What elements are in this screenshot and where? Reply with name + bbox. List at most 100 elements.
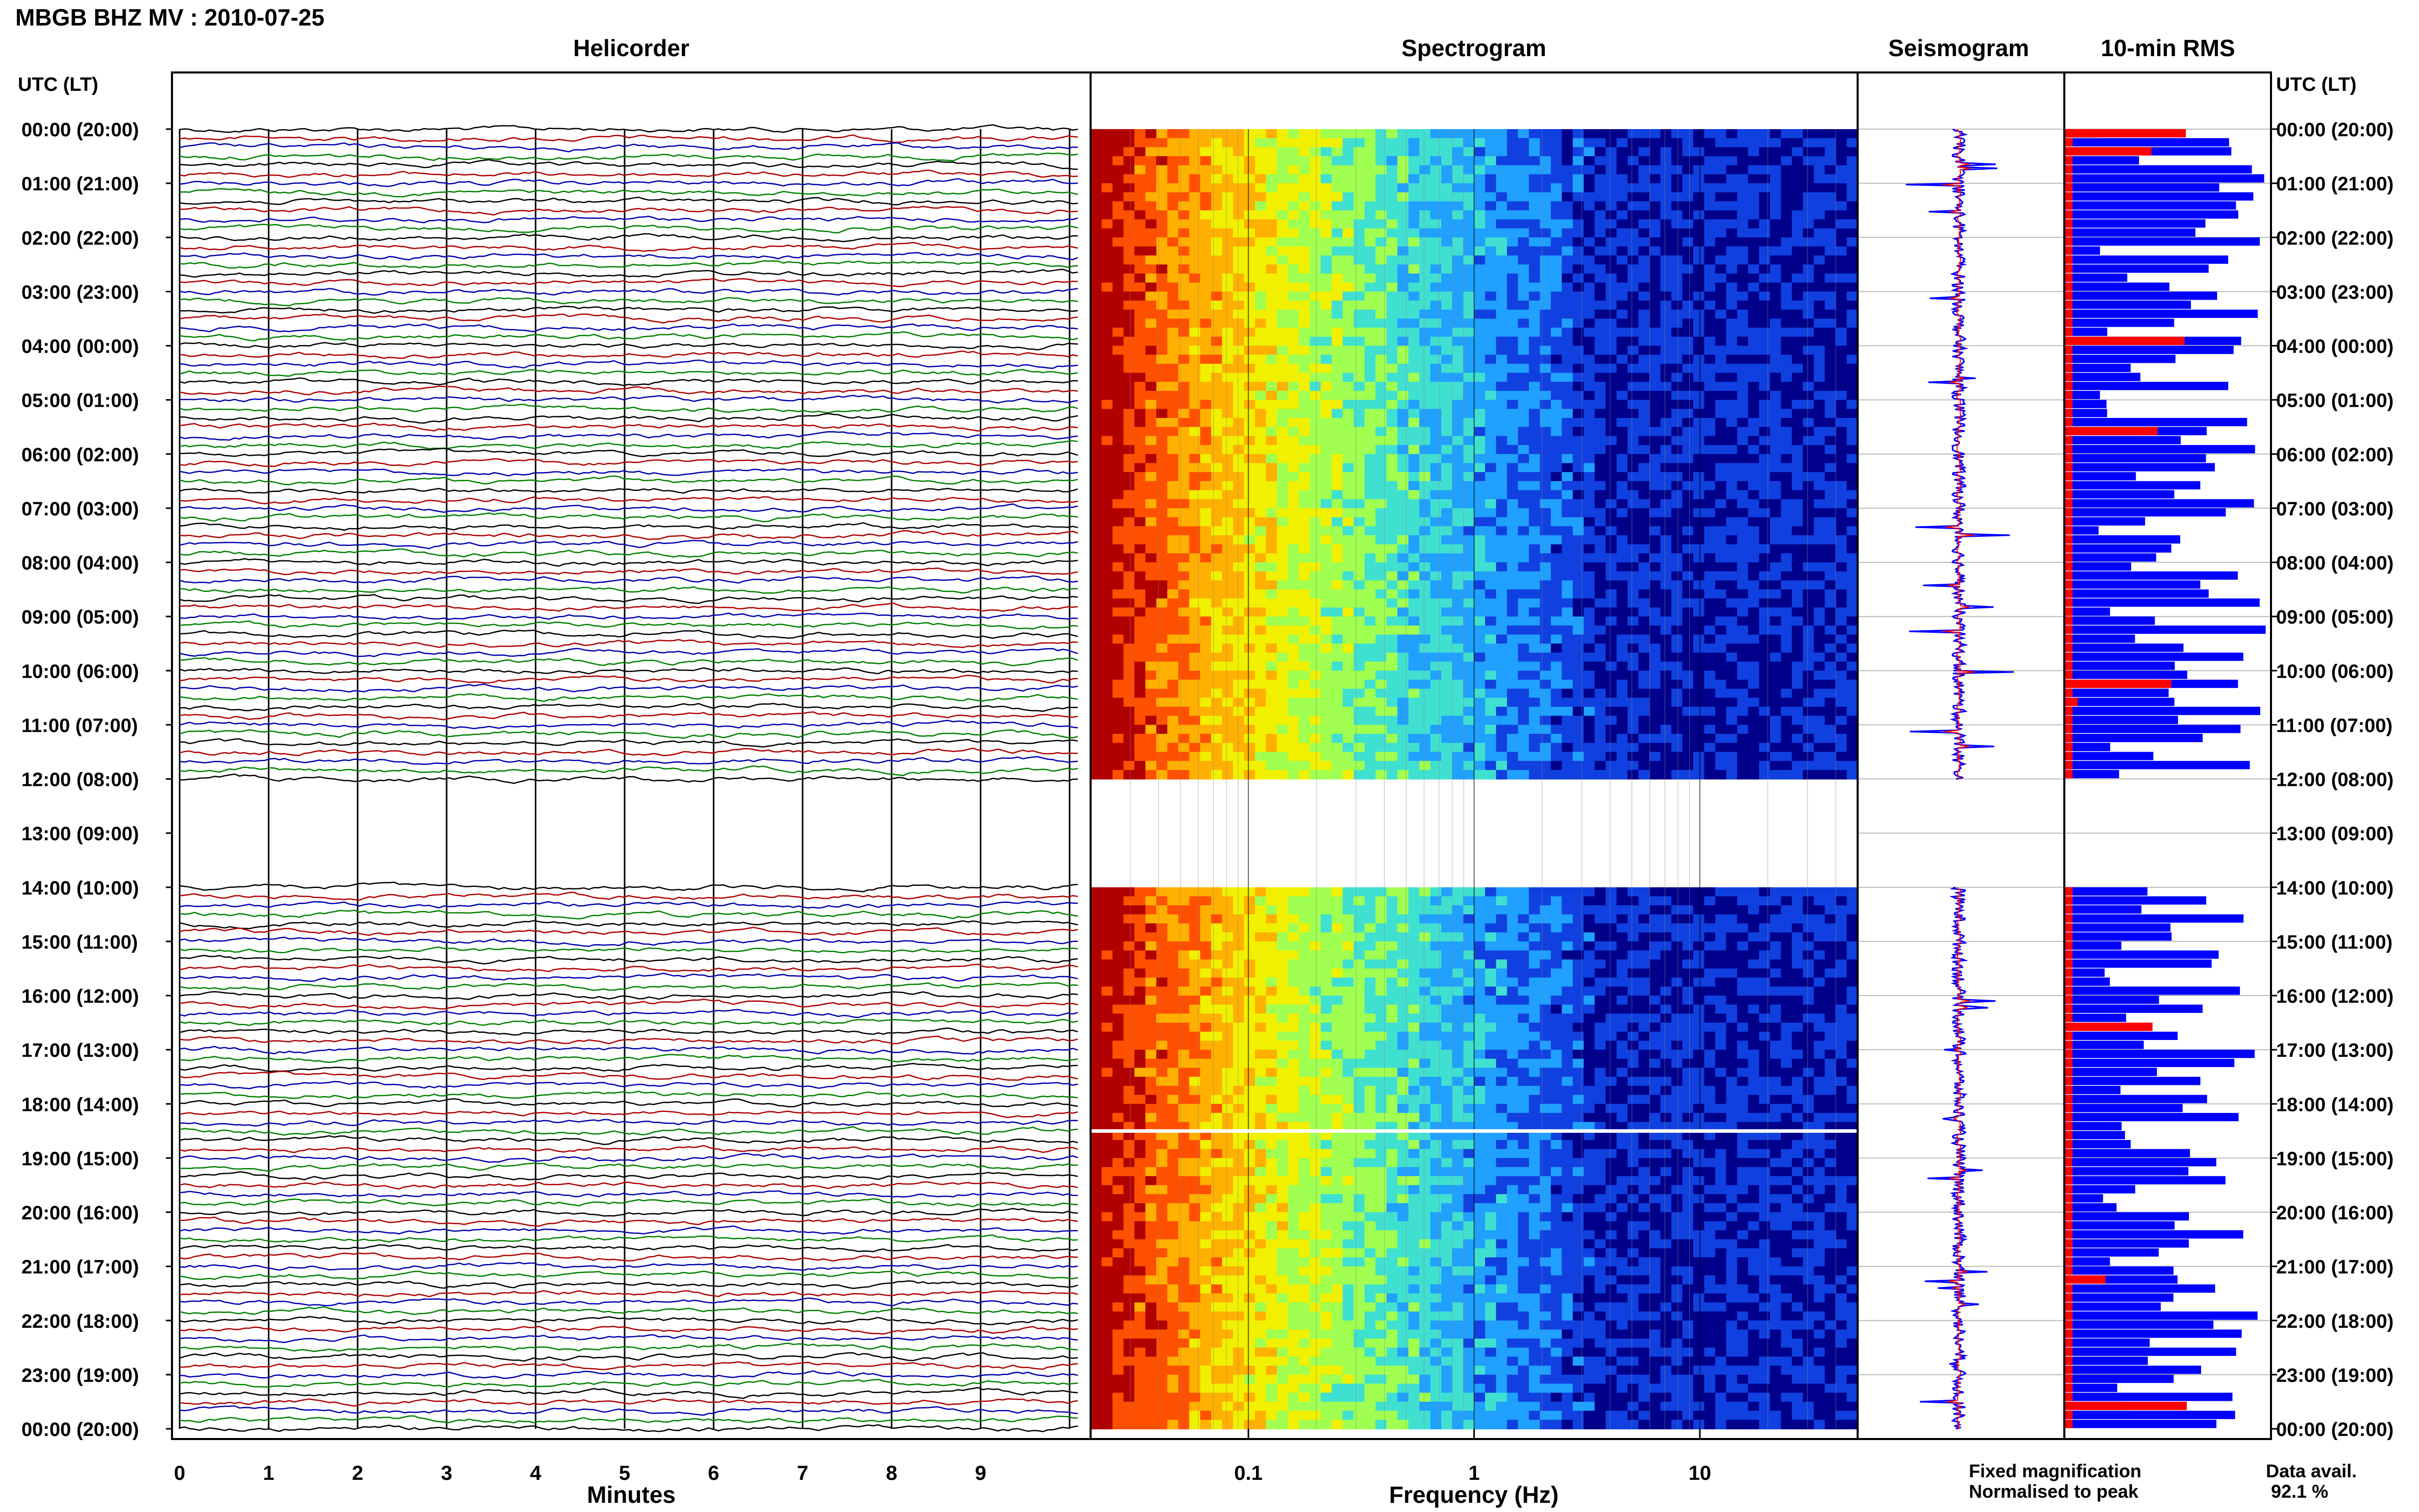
helicorder-trace — [179, 487, 1078, 494]
spectrogram-cell — [1660, 454, 1672, 464]
spectrogram-cell — [1452, 192, 1464, 202]
spectrogram-cell — [1584, 679, 1595, 689]
spectrogram-cell — [1759, 490, 1771, 500]
spectrogram-cell — [1660, 373, 1672, 383]
spectrogram-cell — [1091, 661, 1102, 672]
spectrogram-cell — [1507, 553, 1519, 563]
helicorder-trace — [179, 703, 1078, 712]
spectrogram-cell — [1474, 517, 1486, 527]
spectrogram-cell — [1748, 661, 1760, 672]
spectrogram-cell — [1397, 255, 1409, 265]
spectrogram-cell — [1572, 246, 1585, 256]
spectrogram-cell — [1386, 201, 1398, 211]
spectrogram-cell — [1792, 363, 1804, 374]
spectrogram-cell — [1836, 291, 1847, 302]
spectrogram-cell — [1649, 246, 1661, 256]
spectrogram-cell — [1178, 679, 1190, 689]
spectrogram-cell — [1671, 526, 1683, 536]
spectrogram-cell — [1616, 192, 1628, 202]
spectrogram-cell — [1112, 580, 1124, 590]
spectrogram-cell — [1189, 643, 1201, 653]
spectrogram-cell — [1781, 580, 1793, 590]
spectrogram-cell — [1606, 418, 1617, 428]
spectrogram-cell — [1474, 382, 1486, 391]
spectrogram-cell — [1693, 616, 1705, 626]
spectrogram-cell — [1572, 707, 1585, 716]
spectrogram-cell — [1145, 671, 1157, 680]
spectrogram-cell — [1156, 409, 1168, 418]
spectrogram-cell — [1485, 427, 1497, 437]
spectrogram-cell — [1452, 634, 1464, 645]
spectrogram-cell — [1846, 436, 1858, 446]
spectrogram-cell — [1584, 698, 1595, 707]
spectrogram-cell — [1331, 445, 1343, 455]
spectrogram-cell — [1496, 390, 1508, 401]
spectrogram-cell — [1770, 318, 1782, 329]
spectrogram-cell — [1584, 138, 1595, 148]
spectrogram-cell — [1178, 237, 1190, 247]
spectrogram-cell — [1726, 463, 1738, 473]
spectrogram-cell — [1616, 715, 1628, 726]
spectrogram-cell — [1331, 373, 1343, 383]
spectrogram-cell — [1244, 643, 1256, 653]
spectrogram-cell — [1594, 607, 1607, 617]
spectrogram-cell — [1331, 715, 1343, 726]
spectrogram-cell — [1496, 517, 1508, 527]
spectrogram-cell — [1441, 291, 1453, 302]
spectrogram-cell — [1770, 255, 1782, 265]
spectrogram-cell — [1320, 129, 1332, 139]
spectrogram-cell — [1101, 192, 1113, 202]
spectrogram-cell — [1496, 715, 1508, 726]
spectrogram-cell — [1671, 409, 1683, 418]
spectrogram-cell — [1627, 472, 1639, 482]
spectrogram-cell — [1682, 138, 1694, 148]
spectrogram-cell — [1123, 725, 1135, 735]
spectrogram-cell — [1803, 246, 1815, 256]
spectrogram-cell — [1704, 454, 1716, 464]
spectrogram-cell — [1145, 526, 1157, 536]
spectrogram-cell — [1178, 643, 1190, 653]
spectrogram-cell — [1594, 274, 1607, 283]
spectrogram-cell — [1101, 282, 1113, 292]
spectrogram-cell — [1189, 201, 1201, 211]
spectrogram-cell — [1452, 282, 1464, 292]
spectrogram-cell — [1562, 183, 1573, 193]
spectrogram-cell — [1474, 688, 1486, 699]
spectrogram-cell — [1528, 390, 1541, 401]
spectrogram-cell — [1222, 625, 1234, 635]
spectrogram-cell — [1682, 589, 1694, 599]
spectrogram-cell — [1616, 607, 1628, 617]
spectrogram-cell — [1255, 742, 1267, 753]
spectrogram-cell — [1397, 246, 1409, 256]
spectrogram-cell — [1562, 742, 1573, 753]
spectrogram-cell — [1682, 382, 1694, 391]
spectrogram-cell — [1441, 427, 1453, 437]
spectrogram-cell — [1441, 345, 1453, 356]
spectrogram-cell — [1288, 355, 1299, 364]
spectrogram-cell — [1222, 201, 1234, 211]
spectrogram-cell — [1112, 264, 1124, 274]
spectrogram-cell — [1550, 174, 1563, 184]
spectrogram-cell — [1550, 228, 1563, 238]
spectrogram-cell — [1606, 607, 1617, 617]
spectrogram-cell — [1814, 237, 1825, 247]
spectrogram-cell — [1189, 156, 1201, 166]
spectrogram-cell — [1824, 183, 1837, 193]
spectrogram-cell — [1572, 725, 1585, 735]
spectrogram-cell — [1419, 544, 1431, 554]
spectrogram-cell — [1288, 192, 1299, 202]
spectrogram-cell — [1145, 472, 1157, 482]
spectrogram-cell — [1770, 616, 1782, 626]
spectrogram-cell — [1824, 499, 1837, 509]
spectrogram-cell — [1770, 535, 1782, 545]
spectrogram-cell — [1101, 237, 1113, 247]
spectrogram-cell — [1824, 373, 1837, 383]
spectrogram-cell — [1682, 246, 1694, 256]
spectrogram-cell — [1331, 671, 1343, 680]
spectrogram-cell — [1671, 734, 1683, 743]
spectrogram-cell — [1584, 328, 1595, 337]
spectrogram-cell — [1726, 418, 1738, 428]
spectrogram-cell — [1397, 400, 1409, 410]
spectrogram-cell — [1430, 183, 1442, 193]
spectrogram-cell — [1759, 363, 1771, 374]
